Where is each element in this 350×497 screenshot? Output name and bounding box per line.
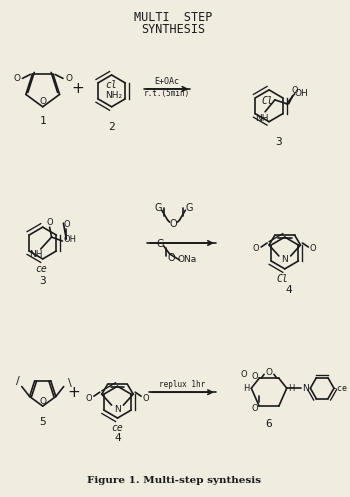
Text: 3: 3 — [275, 137, 282, 147]
Text: O: O — [13, 74, 20, 83]
Text: O: O — [46, 218, 53, 227]
Text: H: H — [288, 384, 295, 393]
Text: O: O — [310, 245, 317, 253]
Text: \: \ — [68, 378, 71, 388]
Text: O: O — [291, 86, 298, 95]
Text: O: O — [170, 219, 177, 229]
Text: H: H — [243, 384, 250, 393]
Text: O: O — [252, 372, 259, 381]
Text: O: O — [266, 368, 273, 377]
Text: 1: 1 — [39, 116, 46, 126]
Text: cl: cl — [106, 80, 118, 90]
Text: NH₂: NH₂ — [105, 91, 122, 100]
Text: E+OAc: E+OAc — [154, 78, 179, 86]
Text: O: O — [252, 404, 259, 413]
Text: O: O — [143, 394, 149, 403]
Text: -ce: -ce — [332, 384, 347, 393]
Text: 6: 6 — [266, 419, 272, 429]
Text: r.t.(5min): r.t.(5min) — [144, 89, 190, 98]
Text: replux 1hr: replux 1hr — [159, 380, 205, 389]
Text: NH: NH — [29, 250, 42, 259]
Text: O: O — [86, 394, 92, 403]
Text: ONa: ONa — [178, 255, 197, 264]
Text: +: + — [72, 82, 84, 96]
Text: 2: 2 — [108, 122, 115, 132]
Text: /: / — [16, 376, 20, 386]
Text: N: N — [114, 405, 121, 414]
Text: O: O — [65, 74, 72, 83]
Text: SYNTHESIS: SYNTHESIS — [141, 23, 206, 36]
Text: N: N — [302, 384, 309, 393]
Text: Cl: Cl — [277, 274, 289, 284]
Text: Figure 1. Multi-step synthesis: Figure 1. Multi-step synthesis — [86, 476, 260, 485]
Text: +: + — [68, 385, 80, 400]
Text: G: G — [156, 239, 163, 249]
Text: NH: NH — [255, 114, 269, 123]
Text: O: O — [39, 397, 46, 406]
Text: O: O — [168, 253, 175, 263]
Text: ce: ce — [112, 423, 123, 433]
Text: MULTI  STEP: MULTI STEP — [134, 11, 213, 24]
Text: N: N — [281, 255, 288, 264]
Text: O: O — [63, 220, 70, 229]
Text: Cl: Cl — [261, 96, 273, 106]
Text: O: O — [240, 370, 247, 379]
Text: OH: OH — [295, 89, 308, 98]
Text: G: G — [186, 203, 193, 213]
Text: 4: 4 — [285, 285, 292, 295]
Text: O: O — [253, 245, 260, 253]
Text: 4: 4 — [114, 433, 121, 443]
Text: 3: 3 — [39, 276, 46, 286]
Text: O: O — [39, 97, 46, 106]
Text: ce: ce — [35, 264, 47, 274]
Text: 5: 5 — [39, 417, 46, 427]
Text: G: G — [154, 203, 162, 213]
Text: OH: OH — [64, 235, 77, 244]
